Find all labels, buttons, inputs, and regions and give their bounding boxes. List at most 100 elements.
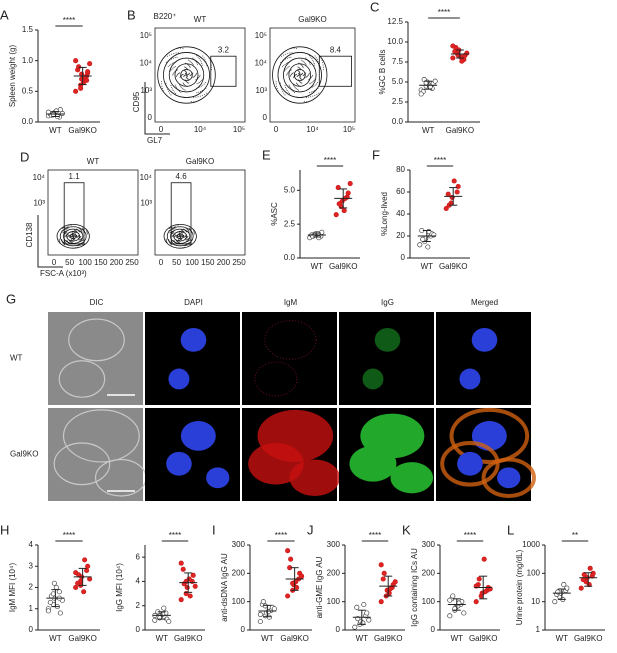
data-point — [271, 606, 277, 612]
event-dot — [172, 73, 174, 75]
event-dot — [302, 66, 304, 68]
event-dot — [197, 96, 199, 98]
event-dot — [187, 59, 189, 61]
x-tick-label: Gal9KO — [68, 634, 96, 643]
y-tick-label: 0 — [401, 253, 406, 262]
event-dot — [179, 235, 181, 237]
y-axis-label: anti-GME IgG AU — [315, 556, 324, 618]
event-dot — [279, 82, 281, 84]
event-dot — [284, 85, 286, 87]
event-dot — [71, 242, 73, 244]
event-dot — [193, 76, 195, 78]
event-dot — [198, 91, 200, 93]
event-dot — [183, 83, 185, 85]
y-tick-label: 2.5 — [284, 219, 296, 228]
data-point — [352, 624, 358, 630]
y-tick-label: 200 — [422, 568, 436, 577]
x-tick-label: Gal9KO — [68, 126, 96, 135]
event-dot — [193, 230, 195, 232]
event-dot — [312, 80, 314, 82]
event-dot — [168, 54, 170, 56]
event-dot — [171, 68, 173, 70]
event-dot — [169, 232, 171, 234]
event-dot — [58, 239, 60, 241]
x-tick-label: WT — [261, 634, 274, 643]
event-dot — [285, 53, 287, 55]
event-dot — [179, 72, 181, 74]
event-dot — [192, 57, 194, 59]
event-dot — [174, 84, 176, 86]
contour — [163, 224, 197, 249]
data-point — [187, 593, 193, 599]
event-dot — [306, 76, 308, 78]
event-dot — [61, 227, 63, 229]
event-dot — [161, 85, 163, 87]
event-dot — [64, 235, 66, 237]
data-point — [85, 563, 91, 569]
x-tick-label: WT — [311, 262, 324, 271]
data-point — [76, 64, 82, 70]
x-tick-label: Gal9KO — [446, 126, 474, 135]
event-dot — [281, 66, 283, 68]
plot-title: WT — [194, 15, 207, 24]
y-tick-label: 5.0 — [284, 185, 296, 194]
event-dot — [302, 72, 304, 74]
event-dot — [172, 57, 174, 59]
event-dot — [196, 63, 198, 65]
event-dot — [288, 93, 290, 95]
y-tick-label: 200 — [232, 568, 246, 577]
image-tile — [436, 312, 531, 405]
event-dot — [187, 236, 189, 238]
event-dot — [64, 241, 66, 243]
data-point — [459, 58, 465, 64]
event-dot — [82, 228, 84, 230]
event-dot — [192, 72, 194, 74]
event-dot — [187, 244, 189, 246]
data-point — [51, 580, 57, 586]
event-dot — [198, 76, 200, 78]
data-point — [336, 201, 342, 207]
panel-letter: K — [402, 522, 411, 537]
event-dot — [306, 96, 308, 98]
event-dot — [315, 83, 317, 85]
event-dot — [310, 96, 312, 98]
event-dot — [211, 69, 213, 71]
event-dot — [195, 74, 197, 76]
data-point — [81, 589, 87, 595]
event-dot — [293, 85, 295, 87]
event-dot — [65, 226, 67, 228]
event-dot — [80, 244, 82, 246]
x-tick-label: 10⁴ — [306, 125, 319, 134]
event-dot — [302, 66, 304, 68]
gate — [318, 55, 352, 87]
event-dot — [285, 88, 287, 90]
column-label: IgG — [381, 298, 394, 307]
event-dot — [67, 236, 69, 238]
event-dot — [305, 72, 307, 74]
event-dot — [200, 61, 202, 63]
event-dot — [165, 238, 167, 240]
event-dot — [314, 84, 316, 86]
event-dot — [200, 85, 202, 87]
event-dot — [293, 47, 295, 49]
event-dot — [293, 76, 295, 78]
event-dot — [298, 72, 300, 74]
data-point — [57, 610, 63, 616]
data-point — [73, 570, 79, 576]
event-dot — [287, 53, 289, 55]
data-point — [53, 108, 59, 114]
sig-label: **** — [369, 531, 381, 540]
data-point — [47, 599, 53, 605]
event-dot — [300, 82, 302, 84]
x-tick-label: WT — [49, 126, 62, 135]
data-point — [445, 191, 451, 197]
event-dot — [313, 79, 315, 81]
nucleus — [180, 327, 207, 352]
event-dot — [183, 88, 185, 90]
panel-letter: L — [507, 522, 514, 537]
event-dot — [201, 62, 203, 64]
event-dot — [284, 69, 286, 71]
event-dot — [184, 72, 186, 74]
panel-letter: E — [262, 147, 271, 162]
event-dot — [189, 66, 191, 68]
